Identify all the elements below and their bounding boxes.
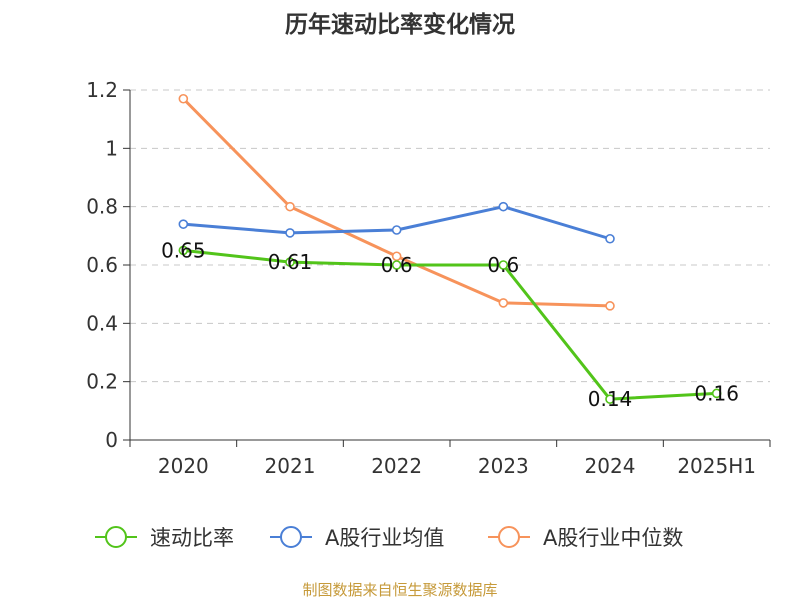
data-label: 0.16: [694, 381, 739, 405]
x-tick-label: 2020: [158, 454, 209, 478]
y-tick-label: 0.4: [86, 311, 118, 335]
legend-label: 速动比率: [150, 526, 234, 550]
chart-title: 历年速动比率变化情况: [285, 11, 515, 38]
data-point: [391, 260, 402, 270]
x-tick-label: 2024: [585, 454, 636, 478]
data-label: 0.14: [588, 387, 633, 411]
data-point: [178, 245, 189, 256]
data-label: 0.65: [161, 238, 206, 262]
data-label: 0.6: [381, 253, 413, 277]
data-point: [178, 93, 189, 104]
data-label-layer: 0.65 0.61 0.6 0.6 0.14 0.16: [161, 238, 739, 411]
y-tick-label: 1: [105, 136, 118, 160]
axis-layer: 0 0.2 0.4 0.6 0.8 1 1.2 2020 2021 2022 2023 2024 202…: [86, 78, 771, 478]
legend-label: A股行业中位数: [543, 526, 683, 550]
data-point: [605, 301, 615, 311]
y-tick-label: 1.2: [86, 78, 118, 102]
x-tick-label: 2023: [478, 454, 529, 478]
data-point: [498, 298, 509, 308]
data-label: 0.61: [268, 250, 313, 274]
legend-swatch-marker: [498, 526, 520, 548]
x-tick-label: 2025H1: [677, 454, 756, 478]
x-tick-label: 2021: [265, 454, 316, 478]
series-layer: [178, 93, 722, 404]
data-point: [285, 257, 295, 267]
data-point: [498, 260, 509, 270]
legend-label: A股行业均值: [325, 526, 444, 550]
y-tick-label: 0.8: [86, 195, 118, 219]
grid-layer: [130, 89, 770, 383]
data-label: 0.6: [487, 253, 519, 277]
data-point: [498, 201, 509, 212]
legend: 速动比率 A股行业均值 A股行业中位数: [95, 526, 683, 550]
x-tick-label: 2022: [371, 454, 422, 478]
data-point: [605, 233, 615, 244]
data-point: [605, 394, 615, 404]
data-point: [391, 225, 402, 235]
data-point: [711, 388, 722, 399]
source-note: 制图数据来自恒生聚源数据库: [302, 581, 497, 599]
data-point: [285, 201, 295, 212]
data-point: [178, 219, 189, 229]
y-tick-label: 0: [105, 428, 118, 452]
legend-swatch-marker: [105, 526, 127, 548]
data-point: [285, 228, 295, 238]
series-line: [183, 248, 717, 401]
y-tick-label: 0.2: [86, 370, 118, 394]
legend-swatch-marker: [280, 526, 302, 548]
y-tick-label: 0.6: [86, 253, 118, 277]
